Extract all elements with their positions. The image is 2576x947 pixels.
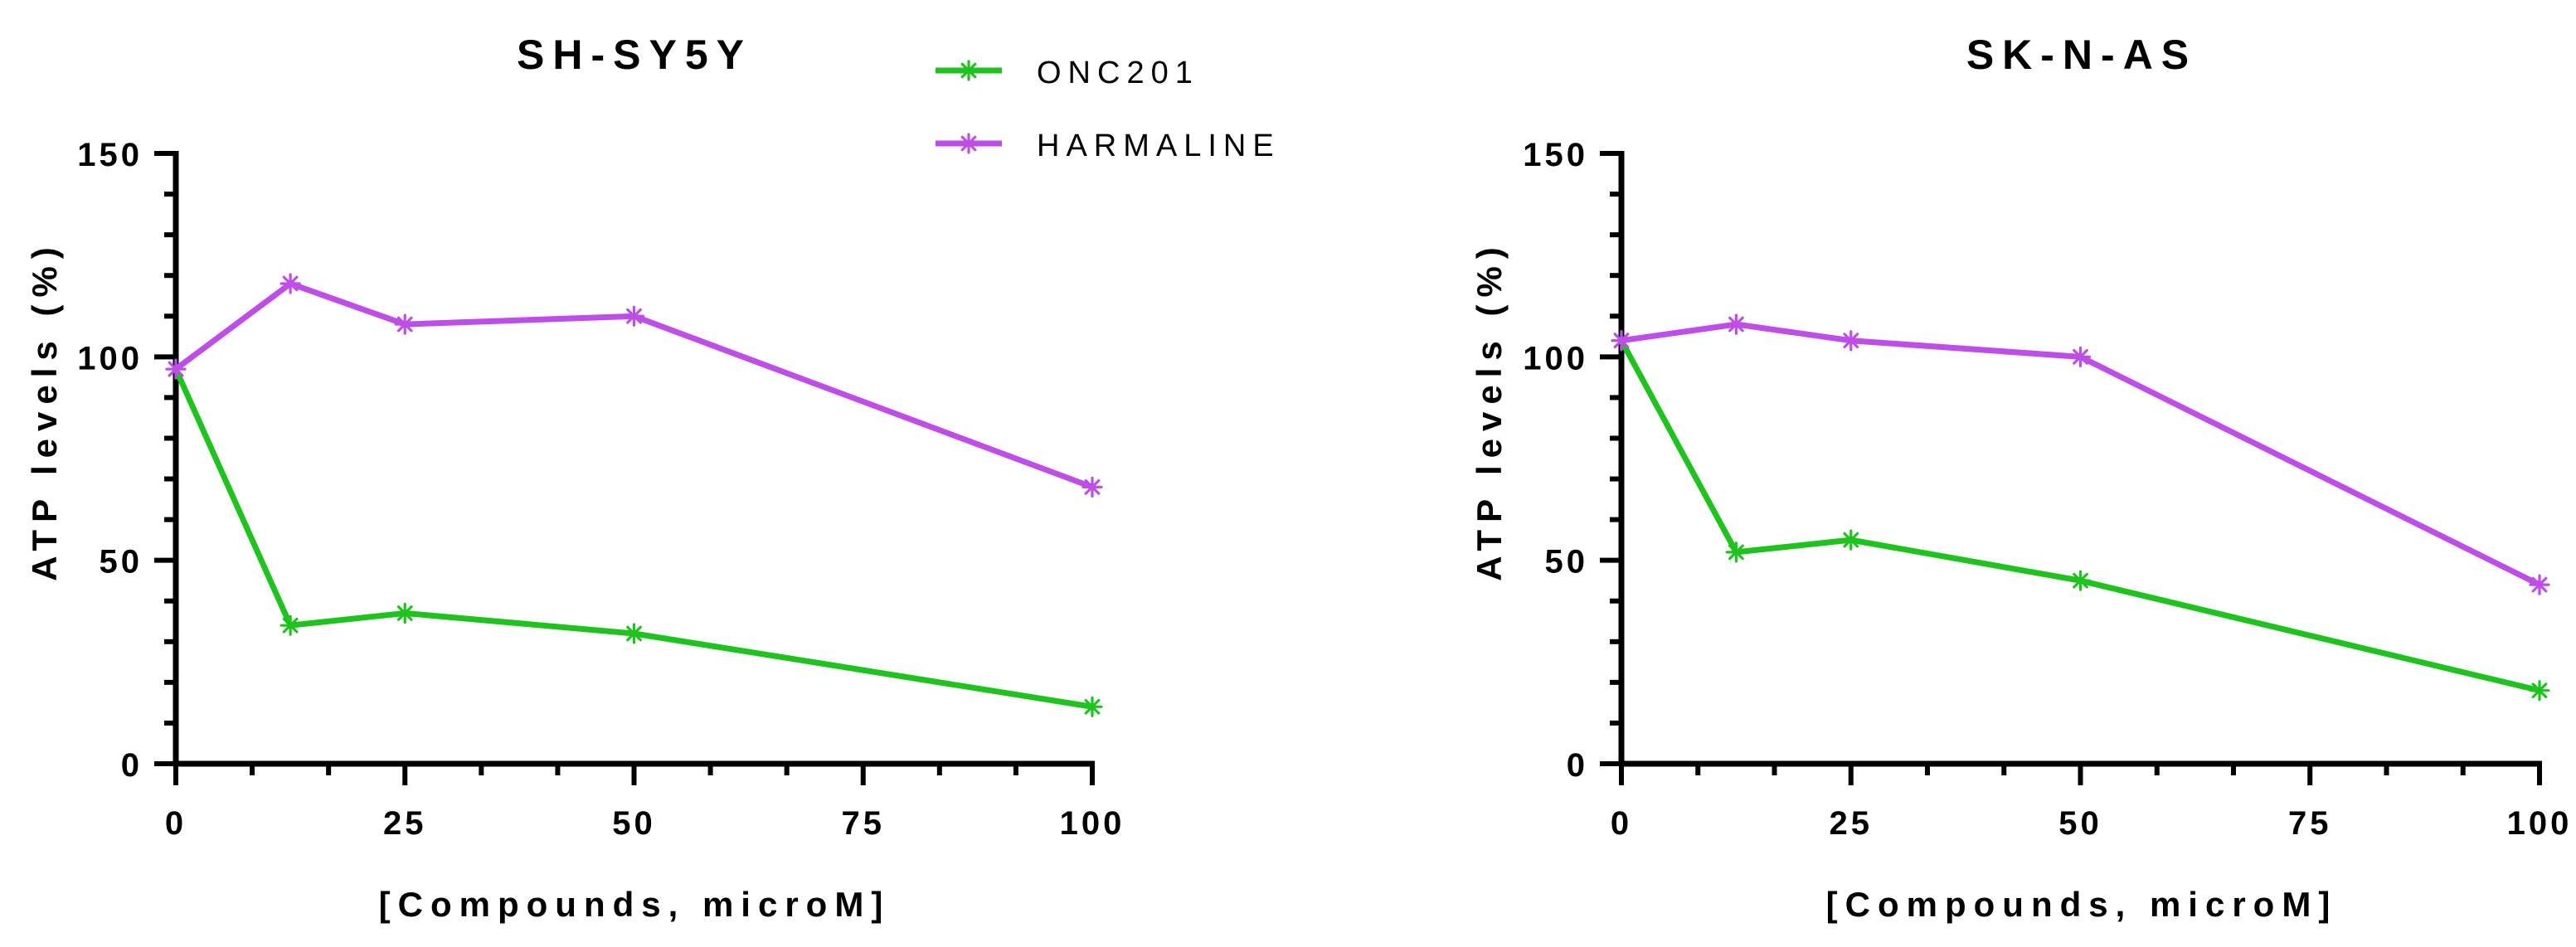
x-axis-label: [Compounds, microM] [1826,885,2338,924]
x-tick-label: 75 [2288,805,2332,842]
legend-item-harmaline: HARMALINE [936,129,1281,163]
x-tick-label: 100 [1060,805,1125,842]
y-tick-label: 150 [1523,137,1588,173]
x-tick-label: 100 [2507,805,2573,842]
y-tick-label: 150 [77,137,143,173]
legend: ONC201 HARMALINE [936,56,1281,163]
data-point-harmaline [1611,330,1632,352]
y-tick-label: 0 [121,747,143,784]
data-point-onc201 [2529,680,2550,702]
ticks: 0 50 100 150 0 25 50 75 100 [77,137,1125,842]
data-point-harmaline [623,305,645,327]
y-tick-label: 50 [100,544,143,580]
data-point-harmaline [1081,476,1103,498]
data-point-onc201 [1840,529,1862,551]
y-tick-label: 50 [1545,544,1589,580]
y-tick-label: 100 [77,340,143,376]
data-point-onc201 [2069,570,2092,591]
legend-marker-onc201 [958,60,979,81]
x-tick-label: 0 [165,805,187,842]
data-point-harmaline [2529,574,2550,595]
data-point-onc201 [1725,541,1747,563]
chart-title: SH-SY5Y [517,32,752,78]
series-line-onc201 [173,366,1096,710]
axes [1618,151,2542,767]
y-axis-label: ATP levels (%) [1470,240,1509,581]
legend-marker-harmaline [958,133,979,154]
legend-item-onc201: ONC201 [936,56,1199,90]
x-tick-label: 25 [383,805,427,842]
x-tick-label: 50 [2058,805,2102,842]
x-tick-label: 75 [842,805,886,842]
data-point-onc201 [394,602,416,624]
data-point-harmaline [279,273,301,294]
data-point-harmaline [394,313,416,335]
series [1611,313,2550,702]
y-tick-label: 100 [1523,340,1588,376]
x-tick-label: 0 [1611,805,1632,842]
y-tick-label: 0 [1567,747,1588,784]
ticks: 0 50 100 150 0 25 50 75 100 [1523,137,2573,842]
data-point-onc201 [279,614,301,636]
x-tick-label: 50 [612,805,656,842]
x-tick-label: 25 [1830,805,1874,842]
chart-sk-n-as: SK-N-AS ATP levels (%) [Compounds, micro… [1470,32,2573,924]
axes [173,151,1095,767]
series [165,273,1103,717]
data-point-harmaline [165,358,187,380]
x-axis-label: [Compounds, microM] [379,885,891,924]
chart-title: SK-N-AS [1966,32,2197,78]
y-axis-label: ATP levels (%) [25,240,64,581]
data-point-harmaline [1840,330,1862,352]
legend-label-harmaline: HARMALINE [1037,129,1281,163]
data-point-harmaline [1725,313,1747,335]
chart-sh-sy5y: SH-SY5Y ATP levels (%) [Compounds, micro… [25,32,1125,924]
data-point-onc201 [1081,696,1103,717]
legend-label-onc201: ONC201 [1037,56,1199,90]
data-point-harmaline [2069,346,2092,367]
data-point-onc201 [623,623,645,644]
